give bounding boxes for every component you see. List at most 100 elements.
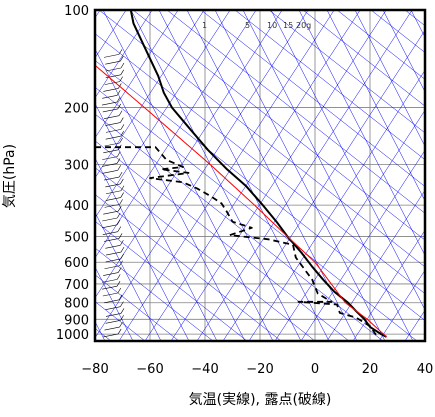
wind-barb-flag [117,267,122,273]
dry-adiabat [95,86,418,341]
y-tick-label: 1000 [56,328,89,343]
wind-barb-flag [117,206,122,212]
wind-barb [105,313,122,317]
plot-frame [93,8,427,343]
moist-adiabat [158,10,330,341]
y-tick-label: 800 [64,297,89,312]
wind-barb [103,333,119,338]
wind-barb [105,251,122,256]
mixing-ratio-label: 5 [245,21,250,30]
wind-barb [102,94,118,99]
wind-barb-flag [120,308,125,314]
wind-barb-flag [116,274,121,280]
wind-barb-flag [118,49,123,55]
skewed-isotherm [300,149,425,341]
dry-adiabat [95,247,214,341]
dry-adiabat [268,10,425,134]
wind-barb-flag [118,233,123,239]
wind-barb-flag [119,137,123,144]
y-tick-label: 900 [64,313,89,328]
wind-barb-flag [120,124,125,130]
wind-barb [103,88,119,92]
wind-barb [102,169,118,174]
wind-barb [101,224,118,229]
wind-barb-flag [120,192,124,198]
wind-barb-flag [120,253,124,260]
moist-adiabat [354,10,425,147]
mixing-ratio-label: 15 [283,21,293,30]
wind-barb [103,149,119,154]
wind-barb-flag [120,62,125,69]
skewed-isotherm [95,10,309,339]
x-tick-label: −20 [246,362,273,377]
skewed-isotherm [95,10,153,99]
wind-barb-flag [117,287,122,294]
y-tick-label: 300 [64,159,89,174]
mixing-ratio-label: 1 [202,21,207,30]
wind-barb-flag [117,165,122,171]
dry-adiabat [95,220,248,341]
moist-adiabat [95,211,162,341]
x-axis-label: 気温(実線), 露点(破線) [189,392,332,408]
wind-barb [101,163,118,167]
wind-barb [103,210,119,215]
skewed-isotherm [95,10,179,139]
wind-barb [105,306,121,310]
wind-barb [105,135,121,140]
x-tick-label: −80 [81,362,108,377]
wind-barb [102,231,118,235]
dry-adiabat [95,274,180,341]
skewed-isotherm [326,189,425,341]
skewed-isotherm [118,10,335,341]
wind-barb-flag [118,171,123,178]
wind-barb [103,54,120,58]
moist-adiabat [95,102,218,341]
wind-barb [105,60,121,65]
moist-adiabat [270,10,425,311]
dry-adiabat [95,140,350,341]
wind-barb [101,101,118,106]
wind-barb-flag [116,219,121,225]
moist-adiabat [298,10,425,256]
dry-adiabat [95,194,282,341]
skewed-isotherm [95,10,205,179]
wind-barb-flag [119,260,123,266]
skewed-isotherm [222,29,425,341]
wind-barb-flag [117,103,121,110]
x-tick-label: 20 [362,362,379,377]
moist-adiabat [186,10,358,341]
wind-barbs [101,49,125,338]
wind-barb [103,115,120,120]
wind-barb-flag [117,226,122,232]
y-axis-label: 気圧(hPa) [2,144,18,208]
y-tick-label: 200 [64,102,89,117]
wind-barb-flag [118,294,123,300]
moist-adiabat [326,10,425,202]
dry-adiabat [302,10,425,107]
skewed-isotherm [404,309,425,341]
wind-barb [105,183,121,188]
y-tick-label: 700 [64,278,89,293]
wind-barb-flag [116,158,121,164]
moist-adiabat [95,157,190,341]
wind-barb [102,156,118,160]
wind-barb [102,217,118,222]
wind-barb-flag [119,321,123,328]
background-lines [95,10,425,341]
wind-barb [105,244,121,249]
wind-barb [104,204,120,208]
x-tick-label: 0 [311,362,319,377]
wind-barb-flag [119,76,123,82]
dry-adiabat [95,167,316,341]
wind-barb-flag [116,212,121,219]
dry-adiabat [95,33,425,295]
wind-barb [102,292,118,297]
wind-barb-flag [119,199,123,205]
wind-barb [101,285,118,290]
wind-barb-flag [116,151,121,157]
mixing-ratio-label: 20g [296,21,311,30]
x-tick-label: −40 [191,362,218,377]
wind-barb-flag [120,69,124,75]
wind-barb-flag [120,185,125,191]
wind-barb-flag [120,56,124,62]
